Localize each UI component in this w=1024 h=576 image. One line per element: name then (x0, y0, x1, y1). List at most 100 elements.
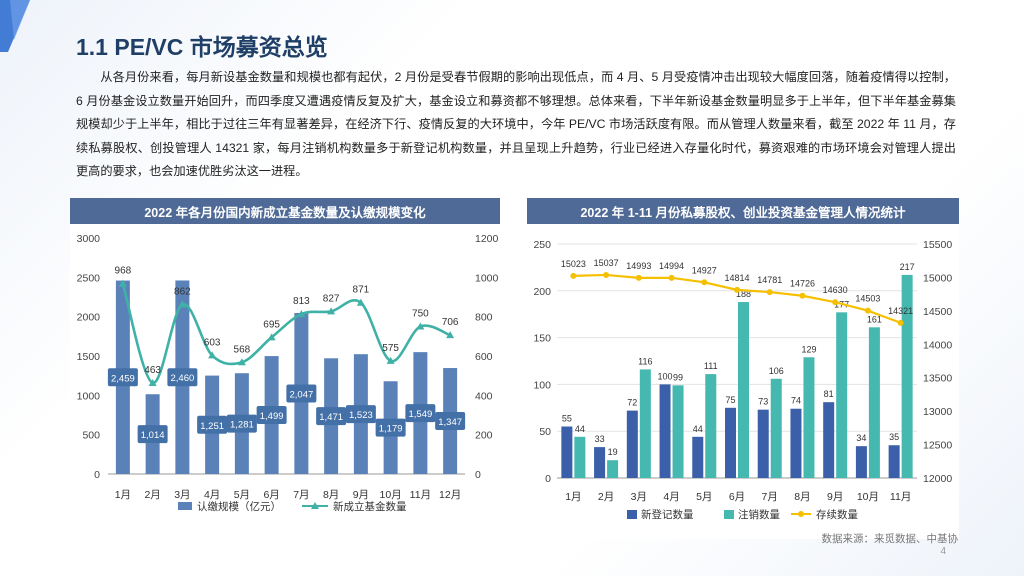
data-source: 数据来源：来觅数据、中基协 (821, 533, 959, 545)
right-axis-tick: 600 (475, 351, 493, 363)
legend-bar-swatch (178, 502, 192, 510)
right-axis-tick: 13500 (923, 373, 952, 385)
line-data-label: 14993 (626, 261, 651, 271)
right-axis-tick: 12000 (923, 473, 952, 485)
bar-data-label: 1,549 (408, 409, 432, 420)
bar-label-box (137, 425, 168, 444)
bar-deregistered-8 (803, 357, 815, 478)
line-data-label: 603 (204, 337, 221, 348)
legend-new-registered: 新登记数量 (641, 508, 694, 521)
x-tick-label: 9月 (353, 489, 369, 501)
bar-new-registered-5 (692, 436, 704, 478)
bar-new-registered-6 (725, 407, 736, 478)
bar-deregistered-6 (738, 302, 749, 478)
left-axis-tick: 50 (539, 426, 551, 438)
right-axis-tick: 13000 (923, 406, 952, 418)
line-marker-5 (701, 279, 708, 286)
line-marker-9 (356, 298, 365, 306)
bar-label-box (435, 412, 466, 431)
x-tick-label: 1月 (565, 491, 581, 503)
right-axis-tick: 800 (475, 312, 493, 324)
line-marker-1 (118, 279, 127, 287)
right-axis-tick: 15000 (923, 272, 952, 284)
x-tick-label: 7月 (293, 489, 309, 501)
x-tick-label: 2月 (144, 489, 160, 501)
x-tick-label: 8月 (323, 489, 339, 501)
line-marker-11 (416, 322, 425, 330)
left-axis-tick: 1000 (77, 390, 101, 402)
bar-new-registered-7 (757, 409, 769, 478)
bar-data-label: 33 (595, 434, 605, 444)
line-data-label: 463 (144, 365, 161, 376)
x-tick-label: 10月 (857, 491, 879, 503)
x-tick-label: 6月 (263, 489, 279, 501)
fund-chart: 2022 年各月份国内新成立基金数量及认缴规模变化 0 500 1000 1500 20… (70, 198, 500, 559)
bar-new-registered-4 (659, 384, 671, 478)
line-data-label: 15037 (594, 258, 619, 268)
bar-data-label: 100 (658, 371, 673, 381)
bar-data-label: 2,459 (111, 373, 135, 384)
right-axis-tick: 1200 (475, 233, 499, 245)
line-marker-3 (635, 274, 642, 281)
right-axis-tick: 15500 (923, 239, 952, 251)
legend-line-marker (798, 511, 804, 517)
page-number: 4 (940, 546, 946, 557)
bar-data-label: 55 (562, 414, 572, 424)
bar-label-box (197, 415, 228, 434)
x-tick-label: 1月 (115, 489, 131, 501)
x-tick-label: 7月 (762, 491, 778, 503)
bar-data-label: 44 (693, 424, 703, 434)
bar-data-label: 1,523 (349, 410, 373, 421)
bar-data-label: 81 (824, 389, 834, 399)
bar-new-registered-8 (790, 408, 802, 478)
legend-new-swatch (627, 510, 637, 519)
line-data-label: 968 (115, 266, 132, 277)
line-data-label: 813 (293, 296, 310, 307)
left-axis-tick: 100 (533, 379, 551, 391)
line-data-label: 871 (353, 285, 370, 296)
left-axis-tick: 0 (94, 469, 100, 481)
left-axis-tick: 3000 (77, 233, 101, 245)
line-data-label: 14726 (790, 279, 815, 289)
x-tick-label: 5月 (696, 491, 712, 503)
bar-deregistered-10 (868, 327, 880, 478)
x-tick-label: 2月 (598, 491, 614, 503)
bar-data-label: 73 (758, 397, 768, 407)
right-axis-tick: 14000 (923, 339, 952, 351)
left-axis-tick: 500 (82, 430, 100, 442)
line-marker-7 (766, 289, 773, 296)
x-tick-label: 3月 (174, 489, 190, 501)
x-tick-label: 11月 (890, 491, 911, 503)
bar-label-box (345, 405, 376, 424)
bar-data-label: 1,281 (230, 420, 254, 431)
bar-data-label: 1,499 (260, 411, 284, 422)
bar-data-label: 111 (704, 361, 718, 371)
line-data-label: 14321 (888, 306, 913, 316)
x-tick-label: 4月 (663, 491, 679, 503)
line-data-label: 14503 (855, 294, 880, 304)
line-marker-10 (864, 307, 871, 314)
bar-data-label: 44 (575, 424, 585, 434)
line-marker-7 (297, 310, 306, 318)
bar-data-label: 1,471 (319, 412, 343, 423)
bar-data-label: 1,014 (141, 430, 165, 441)
line-data-label: 706 (442, 317, 459, 328)
bar-new-registered-10 (855, 446, 867, 478)
right-axis-tick: 12500 (923, 440, 952, 452)
intro-paragraph: 从各月份来看，每月新设基金数量和规模也都有起伏，2 月份是受春节假期的影响出现低… (76, 70, 956, 179)
bar-deregistered-5 (705, 374, 717, 478)
fund-chart-plot: 0 500 1000 1500 2000 2500 3000 0 200 400 600 800 100… (77, 233, 499, 513)
manager-chart: 2022 年 1-11 月份私募股权、创业投资基金管理人情况统计 0 50 100 1… (527, 198, 959, 539)
line-marker-11 (897, 319, 904, 326)
left-axis-tick: 1500 (77, 351, 101, 363)
x-tick-label: 4月 (204, 489, 220, 501)
left-axis-tick: 150 (533, 333, 551, 345)
bar-deregistered-4 (672, 385, 684, 478)
line-data-label: 14630 (823, 285, 848, 295)
x-tick-label: 8月 (794, 491, 810, 503)
bar-label-box (226, 414, 257, 433)
bar-data-label: 188 (736, 289, 751, 299)
line-new-funds (121, 283, 451, 385)
line-marker-9 (832, 299, 839, 306)
line-data-label: 14781 (757, 275, 782, 285)
